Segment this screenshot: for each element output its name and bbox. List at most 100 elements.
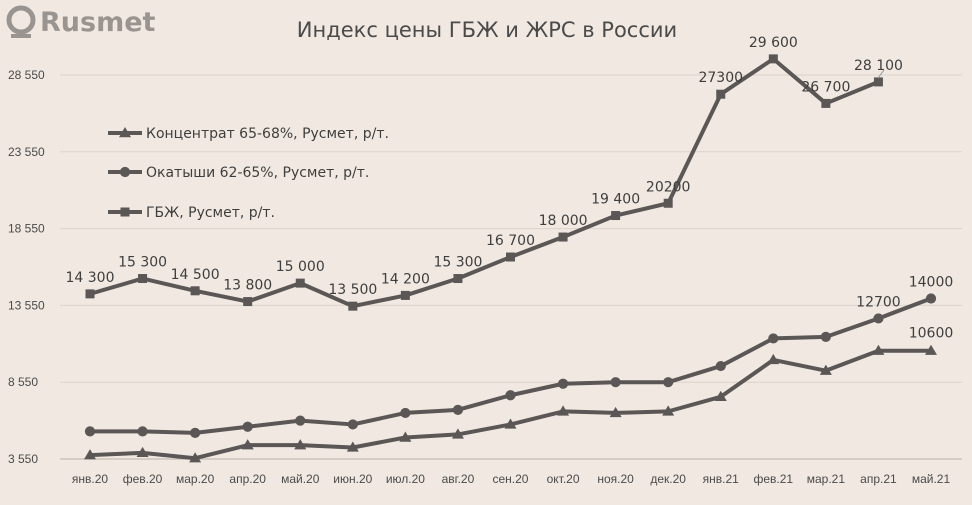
square-marker — [611, 211, 621, 221]
series-line — [89, 348, 931, 461]
y-tick-label: 8 550 — [8, 375, 38, 389]
triangle-marker — [399, 431, 412, 442]
logo-text: Rusmet — [40, 7, 156, 38]
triangle-marker — [136, 446, 149, 458]
x-tick-label: янв.20 — [72, 472, 109, 486]
square-marker — [506, 252, 515, 262]
square-marker — [138, 274, 148, 284]
data-label: 19 400 — [591, 192, 640, 208]
triangle-marker — [662, 405, 675, 416]
circle-marker — [190, 427, 201, 438]
circle-marker — [925, 293, 937, 304]
legend: Концентрат 65-68%, Русмет, р/т. Окатыши 6… — [108, 126, 389, 221]
data-label: 14 200 — [381, 271, 430, 287]
circle-marker — [84, 426, 96, 437]
square-marker — [873, 77, 883, 87]
triangle-marker — [819, 364, 832, 375]
label-leader — [877, 69, 885, 79]
y-tick-label: 3 550 — [8, 452, 38, 466]
y-tick-label: 23 550 — [8, 145, 45, 159]
triangle-marker — [119, 127, 131, 138]
data-label: 15 300 — [433, 255, 482, 271]
chart-title: Индекс цены ГБЖ и ЖРС в России — [297, 18, 677, 42]
y-tick-label: 18 550 — [8, 222, 45, 236]
circle-marker — [137, 426, 148, 437]
triangle-marker — [451, 428, 464, 439]
x-tick-label: ноя.20 — [597, 472, 634, 486]
x-tick-label: май.20 — [281, 472, 320, 486]
data-label: 15 000 — [276, 259, 325, 275]
legend-label: Концентрат 65-68%, Русмет, р/т. — [146, 126, 389, 142]
data-label: 13 800 — [223, 278, 272, 294]
triangle-marker — [609, 406, 622, 418]
triangle-marker — [189, 452, 202, 463]
circle-marker — [347, 419, 358, 430]
square-marker — [120, 207, 130, 217]
square-marker — [558, 232, 568, 242]
x-tick-label: янв.21 — [703, 472, 740, 486]
series-square — [85, 54, 883, 311]
data-label: 27300 — [698, 70, 743, 86]
square-marker — [295, 278, 305, 288]
series-line — [89, 56, 880, 309]
x-tick-label: мар.20 — [176, 472, 215, 486]
x-tick-label: мар.21 — [807, 472, 846, 486]
data-label: 16 700 — [486, 233, 535, 249]
axes: 3 550 8 550 13 550 18 550 23 550 28 550 янв.20… — [8, 68, 962, 486]
x-tick-label: апр.21 — [860, 472, 897, 486]
x-tick-label: июл.20 — [386, 472, 425, 486]
circle-marker — [873, 313, 884, 324]
x-tick-label: фев.20 — [123, 472, 163, 486]
data-label: 14000 — [909, 274, 954, 290]
y-tick-label: 28 550 — [8, 68, 45, 82]
circle-marker — [400, 407, 411, 419]
square-marker — [453, 274, 463, 284]
legend-label: Окатыши 62-65%, Русмет, р/т. — [146, 165, 369, 181]
data-label: 13 500 — [328, 282, 377, 298]
series-layer — [84, 54, 937, 463]
triangle-marker — [925, 344, 937, 355]
logo: Rusmet — [6, 5, 156, 38]
data-label: 14 500 — [171, 267, 220, 283]
square-marker — [768, 54, 778, 64]
x-tick-label: июн.20 — [333, 472, 372, 486]
x-tick-label: сен.20 — [493, 472, 529, 486]
circle-marker — [452, 404, 464, 415]
square-marker — [400, 290, 410, 300]
circle-marker — [610, 377, 621, 388]
x-tick-label: окт.20 — [547, 472, 580, 486]
legend-label: ГБЖ, Русмет, р/т. — [146, 205, 275, 221]
y-tick-label: 13 550 — [8, 298, 45, 312]
square-marker — [190, 286, 200, 296]
triangle-marker — [294, 439, 307, 450]
x-tick-label: апр.20 — [229, 472, 266, 486]
data-label: 18 000 — [539, 213, 588, 229]
triangle-marker — [504, 418, 517, 429]
triangle-marker — [84, 449, 96, 460]
logo-icon — [6, 5, 36, 38]
series-triangle — [84, 344, 937, 463]
circle-marker — [768, 333, 779, 344]
data-label: 26 700 — [801, 79, 850, 95]
x-tick-label: май.21 — [912, 472, 951, 486]
data-label: 29 600 — [749, 35, 798, 51]
square-marker — [85, 289, 95, 299]
series-circle — [84, 293, 937, 438]
x-tick-label: фев.21 — [754, 472, 794, 486]
circle-marker — [557, 378, 569, 389]
data-label: 15 300 — [118, 255, 167, 271]
circle-marker — [820, 331, 831, 342]
square-marker — [821, 98, 831, 108]
circle-marker — [663, 377, 674, 388]
triangle-marker — [767, 353, 780, 365]
circle-marker — [119, 166, 131, 178]
data-label: 12700 — [856, 294, 901, 310]
data-label: 20200 — [646, 179, 691, 195]
x-tick-label: дек.20 — [650, 472, 686, 486]
data-label: 28 100 — [854, 58, 903, 74]
circle-marker — [505, 390, 516, 401]
triangle-marker — [714, 390, 727, 401]
